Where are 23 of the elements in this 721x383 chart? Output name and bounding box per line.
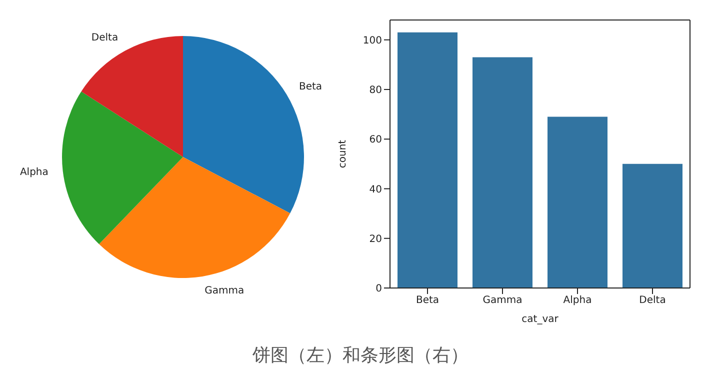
bar xyxy=(398,32,458,288)
y-axis-title: count xyxy=(338,140,349,168)
x-axis-title: cat_var xyxy=(522,314,560,325)
y-tick-label: 20 xyxy=(369,234,382,245)
y-tick-label: 40 xyxy=(369,184,382,196)
pie-slice xyxy=(62,92,183,244)
slice-label: Beta xyxy=(298,81,322,92)
pie-slice xyxy=(99,157,290,278)
x-tick-label: Gamma xyxy=(482,295,522,306)
text: 饼图（左）和条形图（右） xyxy=(252,344,470,367)
x-tick-label: Delta xyxy=(639,295,666,306)
y-tick-label: 80 xyxy=(369,85,382,96)
x-tick-label: Alpha xyxy=(563,295,592,306)
y-tick-label: 100 xyxy=(362,35,382,46)
x-tick-label: Beta xyxy=(416,295,440,306)
y-tick-label: 0 xyxy=(376,284,382,295)
bar xyxy=(548,116,608,288)
bar xyxy=(622,164,682,288)
slice-label: Delta xyxy=(91,32,118,44)
y-tick-label: 60 xyxy=(369,134,382,146)
slice-label: Gamma xyxy=(204,285,244,296)
bar xyxy=(472,57,532,288)
slice-label: Alpha xyxy=(20,167,48,178)
